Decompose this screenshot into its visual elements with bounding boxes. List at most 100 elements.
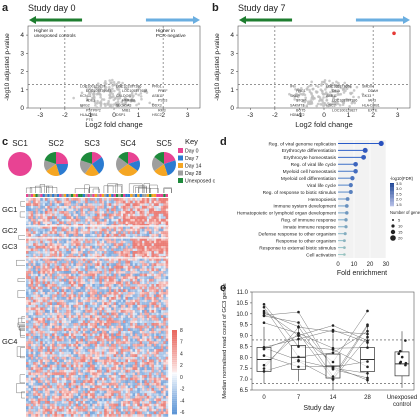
heatmap-cell	[137, 297, 140, 300]
heatmap-cell	[111, 320, 114, 324]
heatmap-cell	[52, 253, 55, 257]
heatmap-cell	[92, 336, 95, 339]
heatmap-cell	[47, 312, 50, 316]
heatmap-cell	[125, 273, 128, 277]
heatmap-cell	[44, 323, 48, 326]
heatmap-cell	[26, 211, 29, 214]
heatmap-cell	[37, 224, 41, 227]
heatmap-cell	[115, 323, 119, 326]
heatmap-cell	[75, 362, 79, 365]
heatmap-cell	[156, 258, 159, 261]
heatmap-cell	[144, 258, 147, 261]
heatmap-cell	[104, 213, 107, 217]
heatmap-cell	[30, 356, 34, 360]
heatmap-cell	[146, 226, 150, 229]
heatmap-cell	[47, 251, 50, 254]
heatmap-cell	[70, 369, 74, 373]
heatmap-cell	[47, 286, 50, 290]
heatmap-cell	[42, 289, 46, 292]
annotation-cell	[49, 194, 53, 197]
data-point	[118, 90, 121, 94]
heatmap-cell	[52, 221, 55, 225]
heatmap-cell	[165, 284, 169, 287]
heatmap-cell	[146, 330, 150, 334]
heatmap-cell	[40, 211, 43, 214]
heatmap-cell	[28, 349, 31, 352]
heatmap-cell	[151, 330, 154, 334]
heatmap-cell	[87, 354, 91, 357]
heatmap-cell	[139, 213, 143, 217]
heatmap-cell	[101, 343, 105, 347]
heatmap-cell	[66, 263, 69, 266]
heatmap-cell	[78, 323, 81, 326]
heatmap-cell	[89, 338, 93, 342]
heatmap-cell	[125, 233, 128, 237]
heatmap-cell	[130, 205, 133, 209]
heatmap-cell	[87, 238, 91, 241]
heatmap-cell	[47, 218, 50, 222]
heatmap-cell	[28, 263, 31, 266]
heatmap-cell	[87, 320, 91, 324]
heatmap-cell	[70, 312, 74, 316]
heatmap-cell	[160, 253, 164, 257]
heatmap-cell	[141, 291, 145, 295]
heatmap-cell	[54, 317, 57, 321]
heatmap-cell	[37, 299, 41, 303]
heatmap-cell	[111, 224, 114, 227]
heatmap-cell	[118, 330, 121, 334]
heatmap-cell	[156, 224, 159, 227]
heatmap-cell	[156, 359, 159, 363]
heatmap-cell	[92, 385, 95, 389]
heatmap-cell	[66, 289, 69, 292]
heatmap-cell	[73, 330, 76, 334]
annotation-cell	[68, 194, 71, 197]
heatmap-cell	[66, 323, 69, 326]
heatmap-cell	[44, 213, 48, 217]
heatmap-cell	[163, 351, 166, 355]
heatmap-cell	[73, 341, 76, 344]
heatmap-cell	[87, 253, 91, 257]
y-tick-label: 2	[20, 69, 24, 76]
heatmap-cell	[26, 380, 29, 383]
y-tick-label: 3	[20, 50, 24, 57]
heatmap-cell	[153, 307, 157, 311]
heatmap-cell	[118, 346, 121, 350]
data-point	[352, 89, 356, 92]
heatmap-cell	[153, 333, 157, 337]
heatmap-cell	[82, 356, 86, 360]
heatmap-cell	[101, 362, 105, 365]
heatmap-cell	[54, 304, 57, 308]
heatmap-cell	[118, 312, 121, 316]
heatmap-cell	[132, 341, 136, 344]
heatmap-cell	[66, 251, 69, 254]
heatmap-cell	[156, 297, 159, 300]
heatmap-cell	[130, 260, 133, 264]
heatmap-cell	[85, 284, 88, 287]
heatmap-cell	[97, 245, 100, 249]
heatmap-cell	[33, 258, 36, 261]
heatmap-cell	[137, 341, 140, 344]
heatmap-cell	[165, 243, 169, 246]
heatmap-cell	[56, 289, 60, 292]
heatmap-cell	[146, 312, 150, 316]
data-point	[145, 91, 149, 94]
heatmap-cell	[132, 253, 136, 257]
y-tick-label: 1	[20, 87, 24, 94]
heatmap-cell	[73, 265, 76, 269]
heatmap-cell	[70, 315, 74, 318]
heatmap-cell	[75, 221, 79, 225]
heatmap-cell	[78, 333, 81, 337]
heatmap-cell	[89, 260, 93, 264]
heatmap-cell	[33, 304, 36, 308]
heatmap-cell	[141, 302, 145, 305]
heatmap-cell	[106, 372, 110, 376]
heatmap-cell	[158, 369, 162, 373]
heatmap-cell	[59, 233, 62, 237]
heatmap-cell	[52, 325, 55, 329]
heatmap-cell	[141, 294, 145, 298]
heatmap-cell	[52, 248, 55, 252]
heatmap-cell	[68, 263, 72, 266]
data-point	[130, 91, 134, 95]
heatmap-cell	[44, 258, 48, 261]
